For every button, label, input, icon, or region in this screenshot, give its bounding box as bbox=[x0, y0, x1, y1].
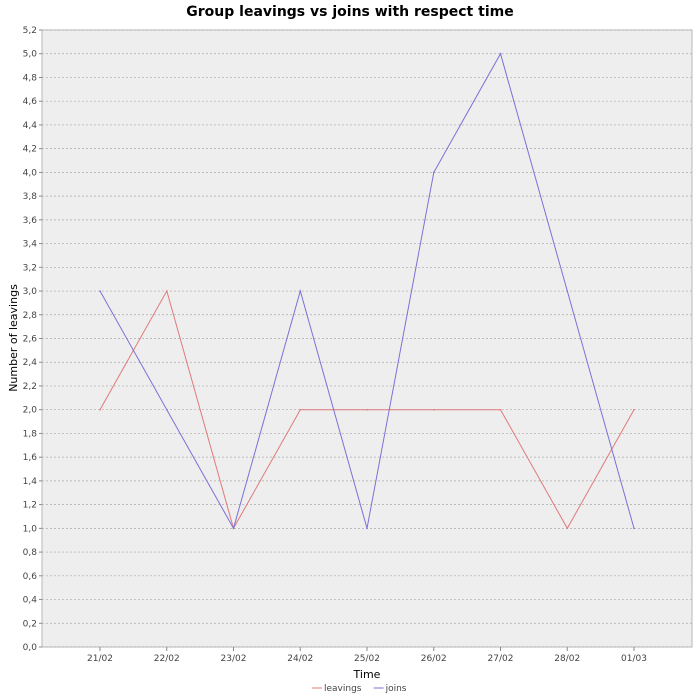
y-tick-label: 2,2 bbox=[23, 382, 37, 392]
data-point-leavings bbox=[99, 408, 101, 411]
y-tick-label: 5,0 bbox=[23, 50, 38, 60]
y-tick-label: 0,6 bbox=[23, 572, 38, 582]
y-tick-label: 1,4 bbox=[23, 477, 38, 487]
x-tick-label: 22/02 bbox=[154, 654, 180, 664]
chart-title: Group leavings vs joins with respect tim… bbox=[186, 4, 513, 20]
data-point-leavings bbox=[432, 408, 435, 411]
y-tick-label: 3,6 bbox=[23, 216, 38, 226]
y-tick-label: 5,2 bbox=[23, 26, 37, 36]
y-tick-label: 0,4 bbox=[23, 596, 38, 606]
x-tick-label: 28/02 bbox=[554, 654, 580, 664]
data-point-joins bbox=[366, 527, 368, 530]
data-point-joins bbox=[633, 527, 635, 530]
y-tick-label: 3,2 bbox=[23, 263, 37, 273]
x-tick-label: 23/02 bbox=[221, 654, 247, 664]
data-point-joins bbox=[99, 290, 101, 292]
y-tick-label: 4,2 bbox=[23, 145, 37, 155]
x-tick-label: 21/02 bbox=[87, 654, 113, 664]
data-point-leavings bbox=[299, 408, 302, 411]
grid-lines bbox=[42, 29, 692, 648]
data-point-leavings bbox=[633, 408, 635, 411]
y-tick-label: 4,4 bbox=[23, 121, 38, 131]
data-point-leavings bbox=[366, 408, 368, 411]
data-point-joins bbox=[165, 408, 168, 411]
y-tick-label: 1,6 bbox=[23, 453, 38, 463]
data-point-joins bbox=[232, 527, 235, 530]
data-point-leavings bbox=[165, 290, 168, 292]
y-tick-label: 2,8 bbox=[23, 311, 38, 321]
y-tick-label: 3,0 bbox=[23, 287, 38, 297]
legend: leavings joins bbox=[312, 684, 407, 694]
x-tick-label: 24/02 bbox=[287, 654, 313, 664]
y-tick-label: 1,0 bbox=[23, 524, 38, 534]
y-tick-label: 0,2 bbox=[23, 619, 37, 629]
y-axis-ticks: 0,0 0,2 0,4 0,6 0,8 1,0 1,2 1,4 1,6 1,8 2,0 2,2 2,4 2… bbox=[23, 26, 42, 653]
x-axis-title: Time bbox=[353, 668, 381, 681]
y-tick-label: 1,2 bbox=[23, 501, 37, 511]
y-tick-label: 2,0 bbox=[23, 406, 38, 416]
series-lines bbox=[99, 52, 635, 530]
x-axis-ticks: 21/02 22/02 23/02 24/02 25/02 26/02 27/02 28/02… bbox=[87, 647, 647, 664]
data-point-joins bbox=[499, 52, 502, 55]
legend-label-leavings: leavings bbox=[324, 684, 362, 694]
y-tick-label: 4,8 bbox=[23, 73, 38, 83]
data-point-leavings bbox=[566, 527, 569, 530]
x-tick-label: 26/02 bbox=[421, 654, 447, 664]
y-tick-label: 3,4 bbox=[23, 240, 38, 250]
y-tick-label: 2,6 bbox=[23, 335, 38, 345]
x-tick-label: 01/03 bbox=[621, 654, 647, 664]
x-tick-label: 25/02 bbox=[354, 654, 380, 664]
y-axis-title: Number of leavings bbox=[7, 284, 20, 392]
y-tick-label: 0,8 bbox=[23, 548, 38, 558]
x-tick-label: 27/02 bbox=[488, 654, 514, 664]
y-tick-label: 2,4 bbox=[23, 358, 38, 368]
y-tick-label: 4,0 bbox=[23, 168, 38, 178]
data-point-joins bbox=[299, 290, 302, 292]
y-tick-label: 3,8 bbox=[23, 192, 38, 202]
y-tick-label: 0,0 bbox=[23, 643, 38, 653]
data-point-leavings bbox=[499, 408, 502, 411]
y-tick-label: 1,8 bbox=[23, 429, 38, 439]
y-tick-label: 4,6 bbox=[23, 97, 38, 107]
data-point-joins bbox=[566, 290, 569, 292]
data-point-joins bbox=[432, 171, 435, 174]
legend-label-joins: joins bbox=[385, 684, 407, 694]
